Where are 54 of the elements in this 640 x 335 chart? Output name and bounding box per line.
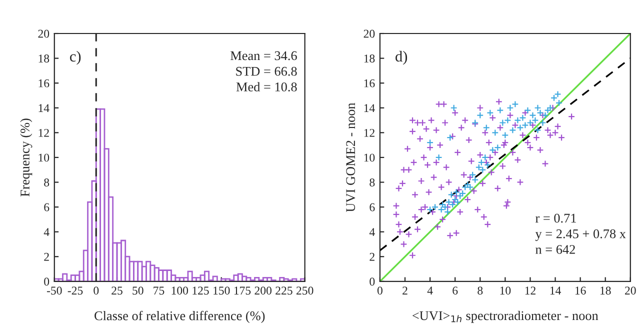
y-tick-label: 10 xyxy=(364,154,375,162)
y-tick-label: 8 xyxy=(44,178,50,186)
y-tick-label: 18 xyxy=(364,54,375,62)
x-axis-title: Classe of relative difference (%) xyxy=(94,310,265,323)
x-tick-label: 12 xyxy=(525,286,536,294)
annotation: d) xyxy=(396,50,408,65)
x-tick-label: 18 xyxy=(600,286,611,295)
x-tick-label: 16 xyxy=(575,286,586,295)
y-tick-label: 2 xyxy=(370,252,374,261)
y-tick-label: 12 xyxy=(38,128,49,137)
y-tick-label: 20 xyxy=(364,30,375,38)
y-tick-label: 6 xyxy=(44,203,50,212)
x-tick-label: 200 xyxy=(254,286,272,295)
x-tick-label: 6 xyxy=(452,286,458,295)
annotation: Mean = 34.6 STD = 66.8 Med = 10.8 xyxy=(230,51,297,92)
x-tick-label: 0 xyxy=(94,286,99,295)
y-tick-label: 20 xyxy=(38,30,50,38)
x-tick-label: 175 xyxy=(234,286,251,295)
x-tick-label: -50 xyxy=(46,286,62,295)
y-tick-label: 14 xyxy=(364,104,375,112)
x-tick-label: 0 xyxy=(377,286,382,295)
x-tick-label: 4 xyxy=(427,286,433,294)
y-tick-label: 14 xyxy=(38,104,50,112)
y-tick-label: 0 xyxy=(370,278,375,286)
x-tick-label: 8 xyxy=(478,286,483,295)
x-tick-label: 50 xyxy=(132,286,144,295)
y-tick-label: 0 xyxy=(44,278,50,286)
x-tick-label: 14 xyxy=(550,286,561,294)
x-axis-title: <UVI>$_{1h}$ spectroradiometer - noon xyxy=(412,310,598,323)
y-tick-label: 2 xyxy=(44,252,49,261)
x-tick-label: 125 xyxy=(192,286,209,295)
y-tick-label: 4 xyxy=(369,228,375,236)
x-tick-label: 100 xyxy=(172,286,188,295)
annotation: c) xyxy=(70,50,81,65)
y-tick-label: 18 xyxy=(38,54,50,62)
y-tick-label: 8 xyxy=(370,178,375,186)
y-axis-title: UVI GOME2 - noon xyxy=(346,102,356,212)
annotation: r = 0.71 y = 2.45 + 0.78 x n = 642 xyxy=(535,214,626,254)
x-tick-label: 2 xyxy=(402,286,408,294)
y-axis-title: Frequency (%) xyxy=(20,118,32,196)
x-tick-label: 20 xyxy=(625,286,636,295)
y-tick-label: 10 xyxy=(38,154,50,162)
x-tick-label: 150 xyxy=(214,286,230,295)
x-tick-label: 25 xyxy=(112,286,122,295)
y-tick-label: 6 xyxy=(370,203,375,212)
y-tick-label: 16 xyxy=(38,79,50,88)
x-tick-label: -25 xyxy=(68,286,83,295)
y-tick-label: 12 xyxy=(364,128,374,137)
x-tick-label: 225 xyxy=(276,286,292,295)
x-tick-label: 10 xyxy=(500,286,511,295)
y-tick-label: 4 xyxy=(44,228,50,236)
x-tick-label: 75 xyxy=(154,286,164,295)
y-tick-label: 16 xyxy=(364,79,375,88)
x-tick-label: 250 xyxy=(296,286,314,295)
